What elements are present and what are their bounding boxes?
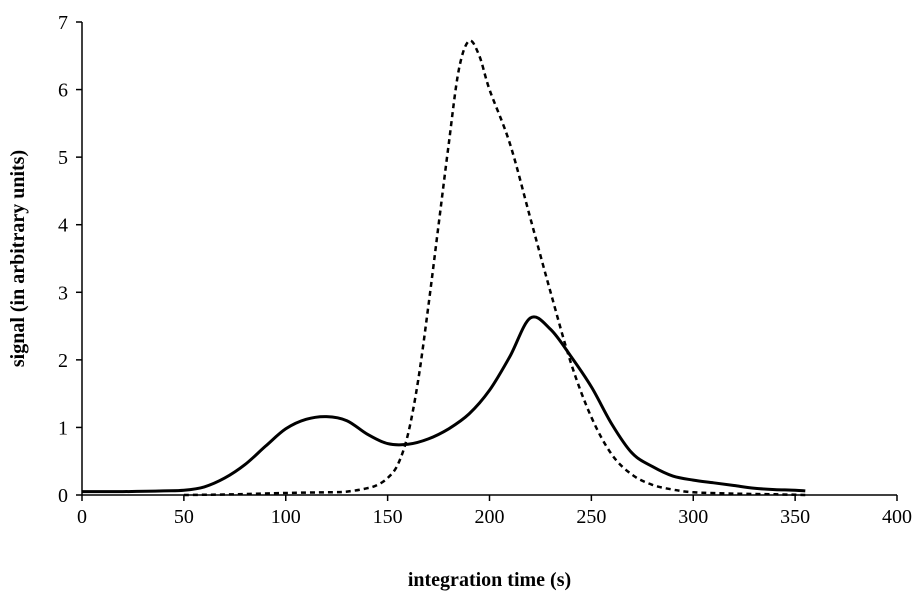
x-tick-label: 350 (780, 506, 810, 528)
y-tick-label: 4 (58, 215, 68, 237)
series-line-solid (81, 315, 806, 494)
x-tick-label: 200 (475, 506, 505, 528)
x-axis-label: integration time (s) (408, 569, 571, 591)
y-tick-label: 7 (58, 12, 68, 34)
y-tick-label: 5 (58, 147, 68, 169)
x-tick-label: 250 (576, 506, 606, 528)
x-tick-label: 400 (882, 506, 912, 528)
x-tick-label: 300 (678, 506, 708, 528)
y-axis-label: signal (in arbitrary units) (7, 150, 29, 367)
series-line-dotted (183, 39, 806, 497)
x-tick-label: 100 (271, 506, 301, 528)
y-tick-label: 0 (58, 485, 68, 507)
x-tick-label: 150 (373, 506, 403, 528)
x-tick-label: 50 (174, 506, 194, 528)
y-tick-label: 2 (58, 350, 68, 372)
y-tick-label: 1 (58, 417, 68, 439)
x-tick-label: 0 (77, 506, 87, 528)
ticks: 0 50 100 150 200 250 300 350 400 0 1 2 3 4 5 6 7 (58, 12, 912, 528)
y-tick-label: 6 (58, 80, 68, 102)
y-tick-label: 3 (58, 282, 68, 304)
series-layer (81, 39, 806, 497)
